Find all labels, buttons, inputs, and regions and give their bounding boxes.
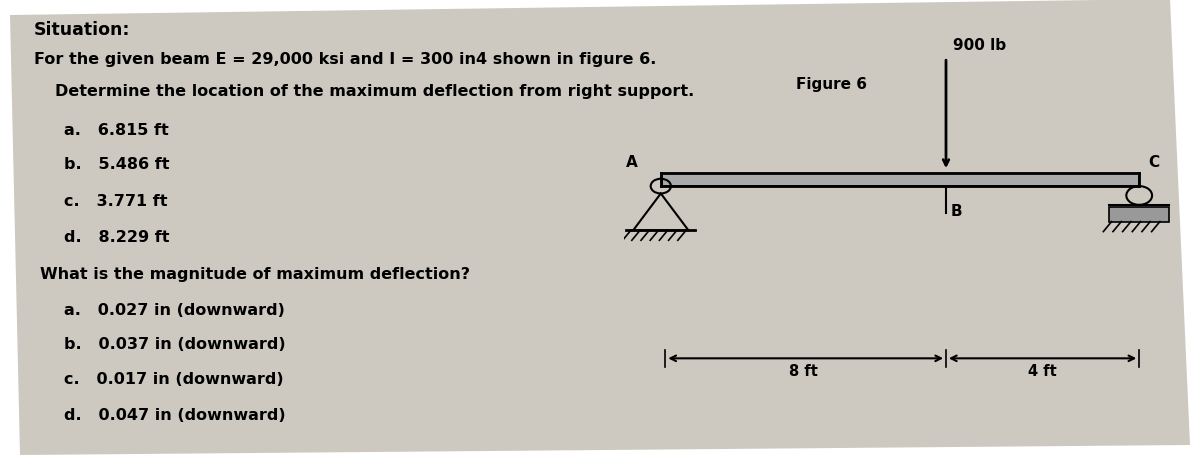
Text: C: C (1148, 155, 1159, 170)
Text: B: B (950, 203, 962, 218)
Text: Situation:: Situation: (34, 20, 130, 38)
Text: d.   0.047 in (downward): d. 0.047 in (downward) (64, 407, 286, 422)
Text: b.   0.037 in (downward): b. 0.037 in (downward) (64, 337, 286, 352)
Text: 4 ft: 4 ft (1028, 363, 1057, 378)
Text: 8 ft: 8 ft (788, 363, 818, 378)
Bar (1109, 207, 1169, 222)
Text: Figure 6: Figure 6 (796, 76, 866, 91)
Polygon shape (10, 0, 1190, 455)
Text: a.   0.027 in (downward): a. 0.027 in (downward) (64, 303, 284, 318)
Text: What is the magnitude of maximum deflection?: What is the magnitude of maximum deflect… (40, 266, 469, 281)
Text: c.   3.771 ft: c. 3.771 ft (64, 193, 167, 208)
Text: For the given beam E = 29,000 ksi and I = 300 in4 shown in figure 6.: For the given beam E = 29,000 ksi and I … (34, 52, 656, 67)
Text: c.   0.017 in (downward): c. 0.017 in (downward) (64, 371, 283, 386)
Text: b.   5.486 ft: b. 5.486 ft (64, 157, 169, 172)
Text: A: A (626, 155, 638, 170)
Text: a.   6.815 ft: a. 6.815 ft (64, 123, 168, 138)
Text: 900 lb: 900 lb (953, 38, 1006, 53)
Text: Determine the location of the maximum deflection from right support.: Determine the location of the maximum de… (55, 84, 695, 99)
Text: d.   8.229 ft: d. 8.229 ft (64, 230, 169, 245)
